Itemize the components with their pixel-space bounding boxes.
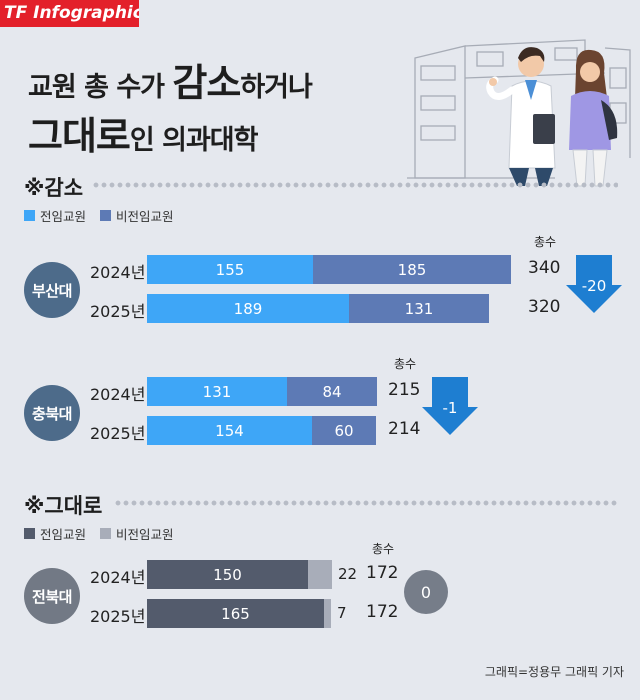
stacked-bar: 154 60	[147, 416, 376, 445]
bar-segment-fulltime: 165	[147, 599, 324, 628]
total-value: 340	[528, 258, 561, 278]
bar-segment-parttime: 185	[313, 255, 511, 284]
change-value: -1	[442, 399, 458, 417]
bar-segment-fulltime: 155	[147, 255, 313, 284]
stacked-bar: 131 84	[147, 377, 377, 406]
total-value: 172	[366, 602, 399, 622]
legend-label-parttime: 비전임교원	[116, 527, 174, 542]
total-header: 총수	[534, 235, 557, 249]
total-value: 214	[388, 419, 421, 439]
legend-label-parttime: 비전임교원	[116, 209, 174, 224]
bar-segment-parttime: 84	[287, 377, 377, 406]
legend-decrease: 전임교원 비전임교원	[24, 206, 188, 225]
total-header: 총수	[394, 357, 417, 371]
total-header: 총수	[372, 542, 395, 556]
total-value: 215	[388, 380, 421, 400]
stacked-bar: 155 185	[147, 255, 511, 284]
legend-label-fulltime: 전임교원	[40, 209, 87, 224]
university-badge: 전북대	[24, 568, 80, 624]
section-divider-same	[114, 500, 618, 506]
brand-logo: TF Infographics	[0, 0, 139, 27]
credit-line: 그래픽=정용무 그래픽 기자	[484, 665, 624, 679]
bar-segment-fulltime: 189	[147, 294, 349, 323]
year-label: 2025년	[90, 302, 146, 321]
legend-swatch-fulltime	[24, 210, 35, 221]
university-badge: 부산대	[24, 262, 80, 318]
total-value: 172	[366, 563, 399, 583]
bar-segment-parttime: 60	[312, 416, 376, 445]
page-title-line1: 교원 총 수가 감소하거나	[28, 61, 313, 105]
year-label: 2024년	[90, 263, 146, 282]
legend-swatch-parttime	[100, 528, 112, 539]
doctors-illustration	[407, 39, 631, 187]
total-value: 320	[528, 297, 561, 317]
year-label: 2024년	[90, 568, 146, 587]
legend-swatch-fulltime	[24, 528, 35, 539]
bar-segment-fulltime: 154	[147, 416, 312, 445]
bar-segment-fulltime: 131	[147, 377, 287, 406]
bar-segment-parttime: 131	[349, 294, 489, 323]
change-value: 0	[404, 570, 448, 614]
bar-segment-parttime	[308, 560, 332, 589]
bar-segment-parttime	[324, 599, 331, 628]
bar-segment-fulltime: 150	[147, 560, 308, 589]
stacked-bar: 165	[147, 599, 331, 628]
parttime-value: 7	[337, 604, 347, 622]
decrease-arrow-icon	[422, 377, 478, 435]
legend-swatch-parttime	[100, 210, 112, 221]
stacked-bar: 150	[147, 560, 332, 589]
year-label: 2025년	[90, 607, 146, 626]
year-label: 2024년	[90, 385, 146, 404]
section-heading-same: ※그대로	[24, 494, 103, 518]
decrease-arrow-icon	[566, 255, 622, 313]
parttime-value: 22	[338, 565, 358, 583]
page-title-line2: 그대로인 의과대학	[28, 114, 258, 158]
legend-same: 전임교원 비전임교원	[24, 524, 188, 543]
legend-label-fulltime: 전임교원	[40, 527, 87, 542]
arrow-shape	[566, 255, 622, 313]
arrow-shape	[422, 377, 478, 435]
university-badge: 충북대	[24, 385, 80, 441]
stacked-bar: 189 131	[147, 294, 489, 323]
section-divider-decrease	[92, 182, 618, 188]
section-heading-decrease: ※감소	[24, 176, 84, 200]
year-label: 2025년	[90, 424, 146, 443]
change-value: -20	[581, 277, 607, 295]
